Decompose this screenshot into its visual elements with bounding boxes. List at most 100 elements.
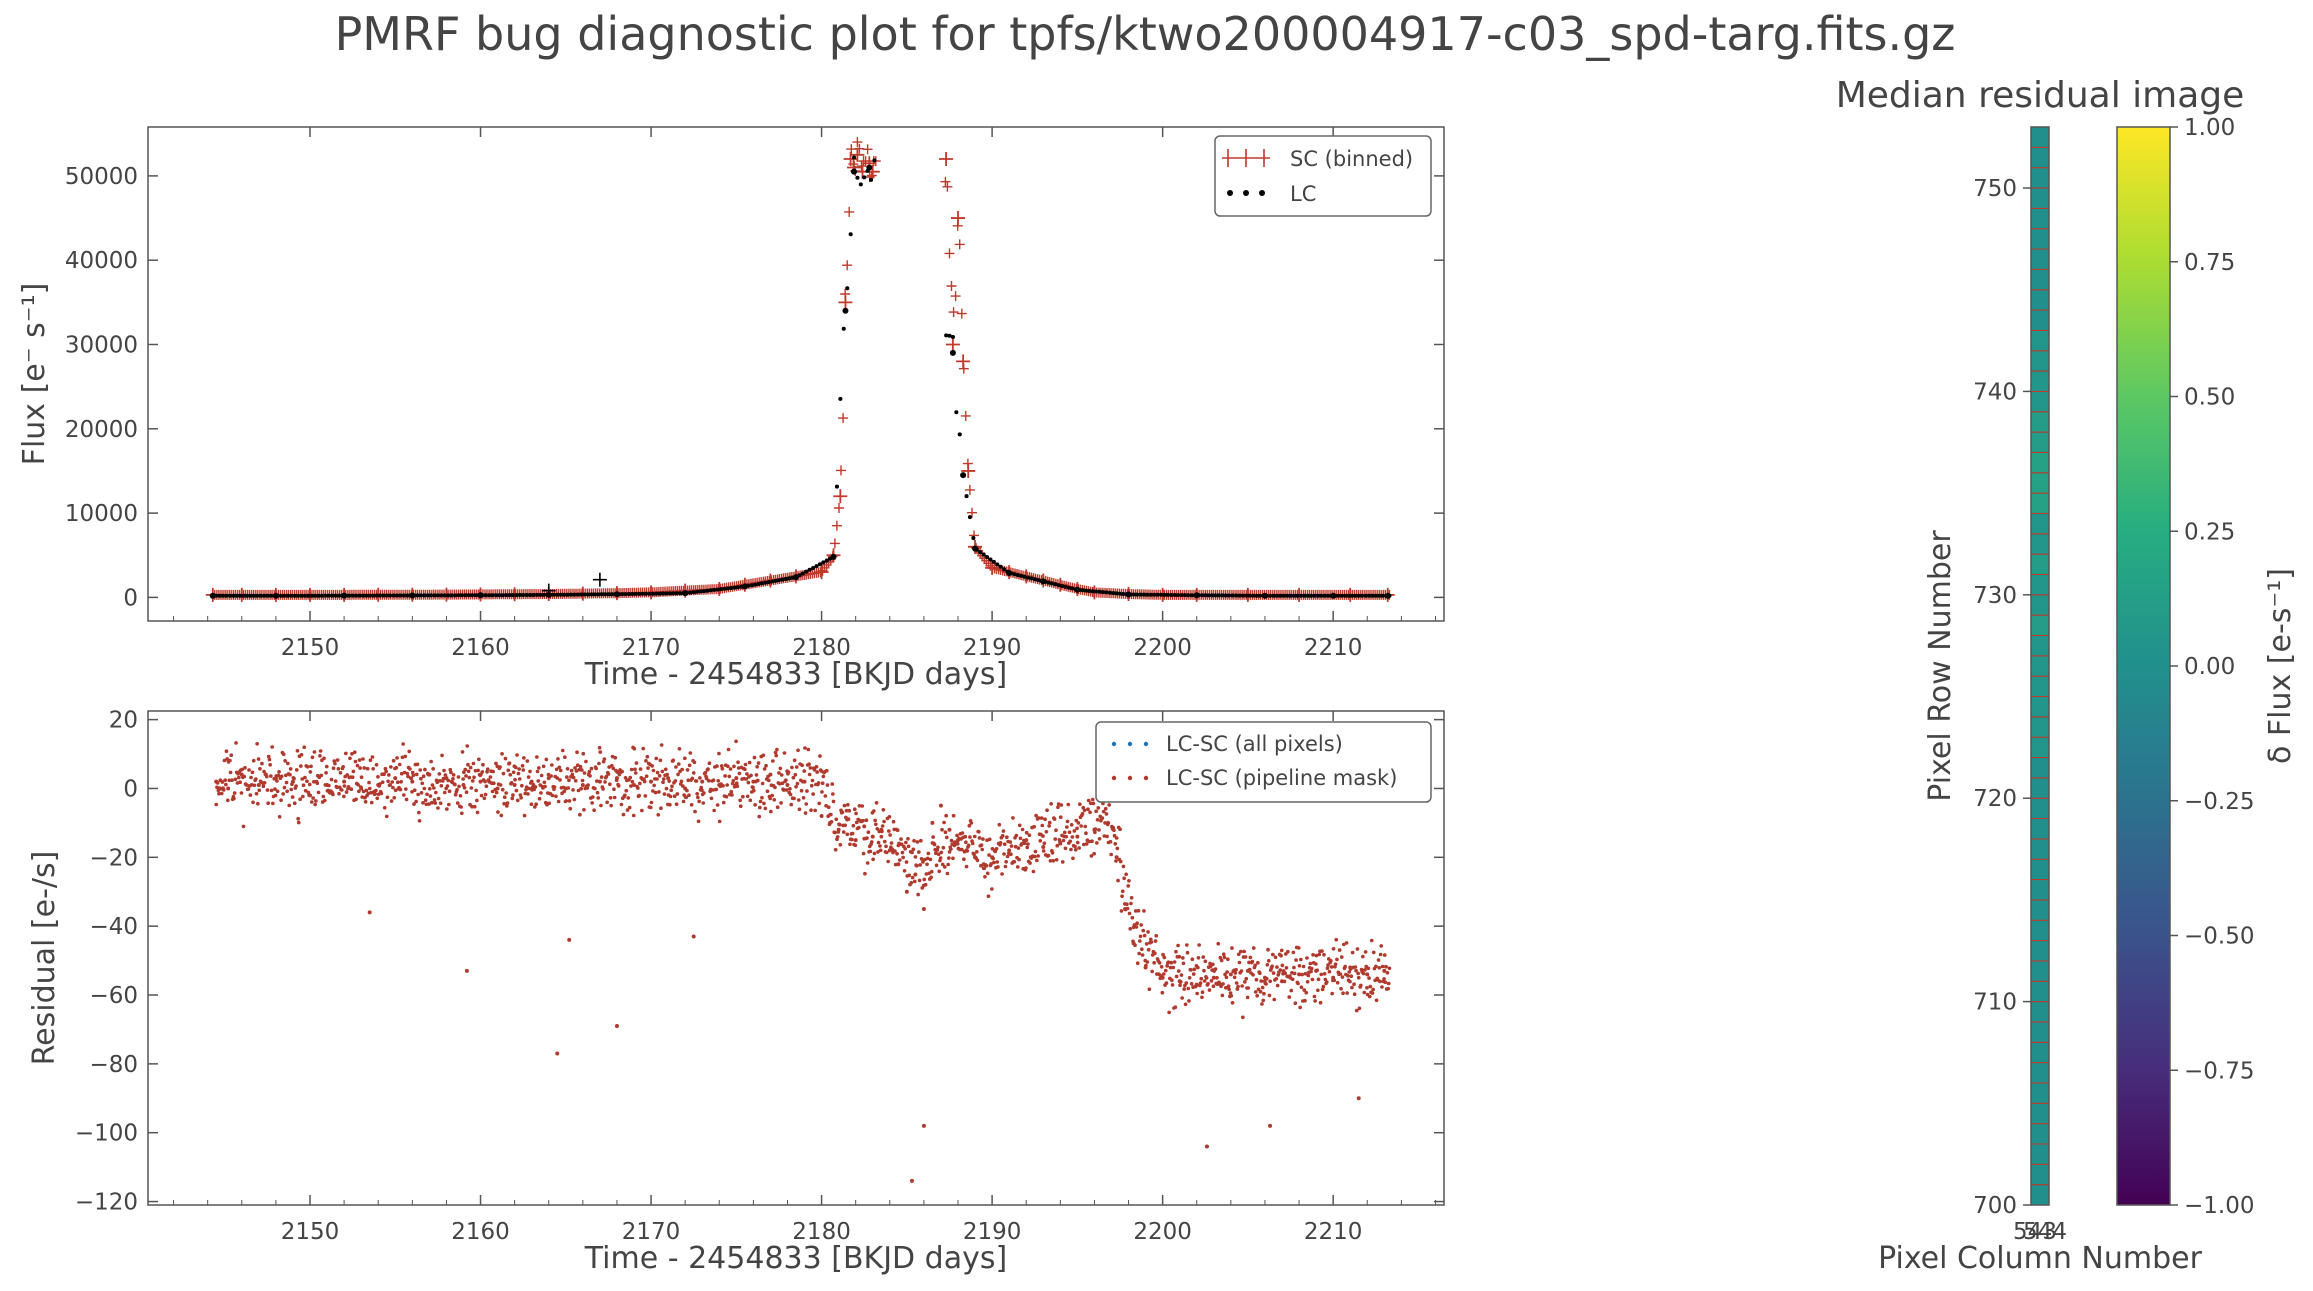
flux-ylabel: Flux [e⁻ s⁻¹] <box>17 283 52 466</box>
residual-point <box>464 968 469 973</box>
flux-xtick-label: 2160 <box>451 635 510 661</box>
lc-point <box>949 349 956 356</box>
pixel-cell <box>2030 512 2050 535</box>
residual-mask-cloud <box>214 739 1392 1020</box>
residual-ytick-label: −100 <box>75 1121 138 1147</box>
flux-ytick-label: 20000 <box>65 417 138 443</box>
pixel-cell <box>2030 1184 2050 1206</box>
residual-point <box>845 817 850 822</box>
residual-point <box>691 934 696 939</box>
colorbar-tick-label: 0.75 <box>2184 250 2235 276</box>
residual-ylabel: Residual [e-/s] <box>27 851 62 1066</box>
pixel-cell <box>2030 899 2050 921</box>
lc-point <box>1125 591 1132 598</box>
flux-ytick-label: 10000 <box>65 501 138 527</box>
residual-point <box>717 783 722 788</box>
pixel-cell <box>2030 757 2050 779</box>
lc-point <box>1040 578 1047 585</box>
residual-point <box>819 813 824 818</box>
residual-point <box>1114 855 1119 860</box>
residual-point <box>785 783 790 788</box>
lc-point <box>1006 569 1013 576</box>
pixel-cell <box>2030 1143 2050 1165</box>
residual-point <box>567 937 572 942</box>
pixel-cell <box>2030 777 2050 799</box>
residual-point <box>1211 975 1216 980</box>
pixel-cell <box>2030 390 2050 413</box>
pixel-cell <box>2030 594 2050 616</box>
residual-xtick-label: 2210 <box>1304 1219 1363 1245</box>
residual-axes-frame <box>147 710 1445 1206</box>
residual-point <box>546 776 551 781</box>
sc-point <box>961 463 976 478</box>
image-frame <box>2030 126 2050 1206</box>
colorbar-tick-label: −0.25 <box>2184 789 2254 815</box>
sc-point <box>833 489 848 504</box>
pixel-cell <box>2030 1021 2050 1043</box>
lc-point <box>866 164 873 171</box>
residual-point <box>913 872 918 877</box>
lc-point <box>1261 592 1268 599</box>
residual-point <box>1194 982 1199 987</box>
residual-point <box>921 1123 926 1128</box>
legend-lc-label: LC <box>1290 182 1316 206</box>
residual-point <box>555 1051 560 1056</box>
lc-point <box>341 592 348 599</box>
pixel-cell <box>2030 451 2050 474</box>
residual-point <box>1058 841 1063 846</box>
pixel-cell <box>2030 228 2050 250</box>
residual-point <box>393 776 398 781</box>
residual-point <box>1348 965 1353 970</box>
residual-point <box>444 776 449 781</box>
residual-ytick-label: −80 <box>89 1052 138 1078</box>
residual-ytick-label: −60 <box>89 983 138 1009</box>
pixel-cell <box>2030 492 2050 514</box>
pixel-cell <box>2030 268 2050 291</box>
residual-xtick-label: 2200 <box>1133 1219 1192 1245</box>
legend-mask-marker <box>1111 775 1149 781</box>
lc-point <box>842 307 849 314</box>
pixel-cell <box>2030 879 2050 901</box>
residual-point <box>896 862 901 867</box>
pixel-cell <box>2030 675 2050 698</box>
residual-point <box>802 779 807 784</box>
residual-point <box>239 772 244 777</box>
residual-point <box>930 820 935 825</box>
residual-point <box>214 779 219 784</box>
residual-point <box>1160 975 1165 980</box>
pixel-cell <box>2030 655 2050 677</box>
residual-point <box>1268 1123 1273 1128</box>
residual-point <box>683 786 688 791</box>
residual-point <box>1123 906 1128 911</box>
legend-sc-label: SC (binned) <box>1290 147 1413 171</box>
lc-point <box>682 590 689 597</box>
colorbar-tick-label: 0.00 <box>2184 654 2235 680</box>
sc-point <box>939 152 954 167</box>
lc-point <box>209 592 216 599</box>
colorbar-tick-label: 0.50 <box>2184 385 2235 411</box>
flux-xtick-label: 2200 <box>1133 635 1192 661</box>
image-xtick-label: 544 <box>2023 1219 2067 1245</box>
lc-point <box>477 592 484 599</box>
pixel-cell <box>2030 1041 2050 1064</box>
residual-point <box>870 834 875 839</box>
residual-point <box>1365 972 1370 977</box>
legend-all-label: LC-SC (all pixels) <box>1166 732 1343 756</box>
pixel-cell <box>2030 472 2050 494</box>
colorbar-tick-label: −1.00 <box>2184 1193 2254 1219</box>
residual-xtick-label: 2150 <box>281 1219 340 1245</box>
residual-point <box>1204 1144 1209 1149</box>
lc-point <box>1330 592 1337 599</box>
residual-point <box>512 783 517 788</box>
residual-point <box>1262 975 1267 980</box>
pixel-cell <box>2030 329 2050 352</box>
pixel-cell <box>2030 146 2050 169</box>
pixel-cell <box>2030 350 2050 372</box>
residual-point <box>1106 820 1111 825</box>
lc-point <box>972 545 979 552</box>
residual-ytick-label: −120 <box>75 1190 138 1216</box>
pixel-cell <box>2030 980 2050 1003</box>
residual-point <box>478 779 483 784</box>
image-xtick-label: 543 <box>2013 1219 2057 1245</box>
